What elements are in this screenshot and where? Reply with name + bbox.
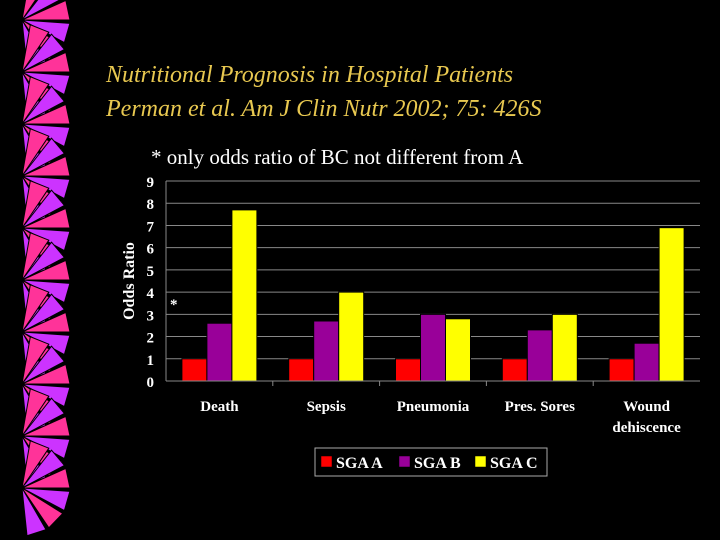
- bar: [181, 358, 208, 382]
- x-category-label: Wound dehiscence: [612, 399, 681, 436]
- y-tick-label: 6: [147, 242, 155, 258]
- border-fan-blade: [21, 241, 66, 281]
- border-fan-blade: [21, 363, 71, 385]
- border-fan: [21, 440, 71, 537]
- border-fan-blade: [21, 0, 61, 21]
- y-tick-label: 9: [147, 175, 155, 191]
- border-fan-blade: [21, 51, 71, 73]
- annotation-marker: *: [170, 297, 178, 313]
- bar: [526, 329, 553, 382]
- border-fan-blade: [21, 345, 66, 385]
- legend-label: SGA A: [336, 455, 383, 472]
- bar: [633, 342, 660, 382]
- border-fan-blade: [21, 189, 66, 229]
- border-fan-blade: [21, 24, 50, 73]
- border-fan-blade: [21, 0, 71, 21]
- border-fan-blade: [21, 137, 66, 177]
- bars: [181, 209, 685, 382]
- bar: [395, 358, 421, 382]
- bar: [501, 358, 528, 382]
- border-fan-blade: [21, 449, 66, 489]
- border-fan-blade: [21, 467, 71, 489]
- bar: [313, 320, 340, 382]
- legend-swatch: [474, 455, 487, 468]
- y-tick-label: 7: [147, 219, 155, 235]
- border-fan-blade: [21, 76, 50, 125]
- bar: [608, 358, 635, 382]
- y-tick-label: 3: [147, 308, 155, 324]
- border-fan-blade: [21, 415, 71, 437]
- y-tick-label: 2: [147, 331, 155, 347]
- bar: [420, 313, 446, 382]
- bar: [658, 227, 685, 382]
- border-fan-blade: [21, 293, 66, 333]
- border-fan-blade: [21, 232, 50, 281]
- border-fan-blade: [21, 259, 71, 281]
- border-fan-blade: [21, 487, 71, 512]
- border-fan-blade: [21, 311, 71, 333]
- bar: [551, 313, 578, 382]
- border-fan-blade: [21, 336, 50, 385]
- border-fan-blade: [21, 397, 66, 437]
- border-fan-blade: [21, 128, 50, 177]
- bar: [206, 322, 233, 382]
- slide-title: Nutritional Prognosis in Hospital Patien…: [106, 62, 514, 88]
- y-tick-label: 0: [147, 375, 155, 391]
- footnote: * only odds ratio of BC not different fr…: [151, 145, 524, 169]
- border-fan-blade: [21, 33, 66, 73]
- decorative-border: [21, 0, 71, 537]
- bar: [445, 318, 471, 382]
- bar: [288, 358, 315, 382]
- legend: SGA A SGA B SGA C: [314, 447, 548, 477]
- border-fan-blade: [21, 103, 71, 125]
- bar: [338, 291, 365, 382]
- x-category-label: Death: [200, 399, 239, 415]
- x-category-label: Pneumonia: [397, 399, 470, 415]
- legend-label: SGA C: [490, 455, 538, 472]
- x-category-label: Pres. Sores: [505, 399, 575, 415]
- border-fan-blade: [21, 155, 71, 177]
- border-fan-blade: [21, 388, 50, 437]
- x-category-label: Sepsis: [307, 399, 346, 415]
- legend-box: [314, 447, 548, 477]
- y-tick-label: 5: [147, 264, 155, 280]
- bar: [231, 209, 258, 382]
- y-tick-label: 4: [147, 286, 155, 302]
- legend-swatch: [398, 455, 411, 468]
- border-fan-blade: [21, 207, 71, 229]
- border-fan-blade: [21, 440, 50, 489]
- y-axis-label: Odds Ratio: [121, 242, 138, 320]
- border-fan-blade: [21, 487, 47, 537]
- legend-swatch: [320, 455, 333, 468]
- border-fan-blade: [21, 487, 64, 529]
- border-fan-blade: [21, 284, 50, 333]
- border-fan-blade: [21, 85, 66, 125]
- slide-citation: Perman et al. Am J Clin Nutr 2002; 75: 4…: [106, 96, 542, 122]
- border-fan-blade: [21, 0, 37, 21]
- y-tick-label: 8: [147, 197, 155, 213]
- border-fan-blade: [21, 180, 50, 229]
- y-tick-label: 1: [147, 353, 155, 369]
- y-tick-labels: 0 1 2 3 4 5 6 7 8 9: [147, 175, 155, 391]
- legend-label: SGA B: [414, 455, 461, 472]
